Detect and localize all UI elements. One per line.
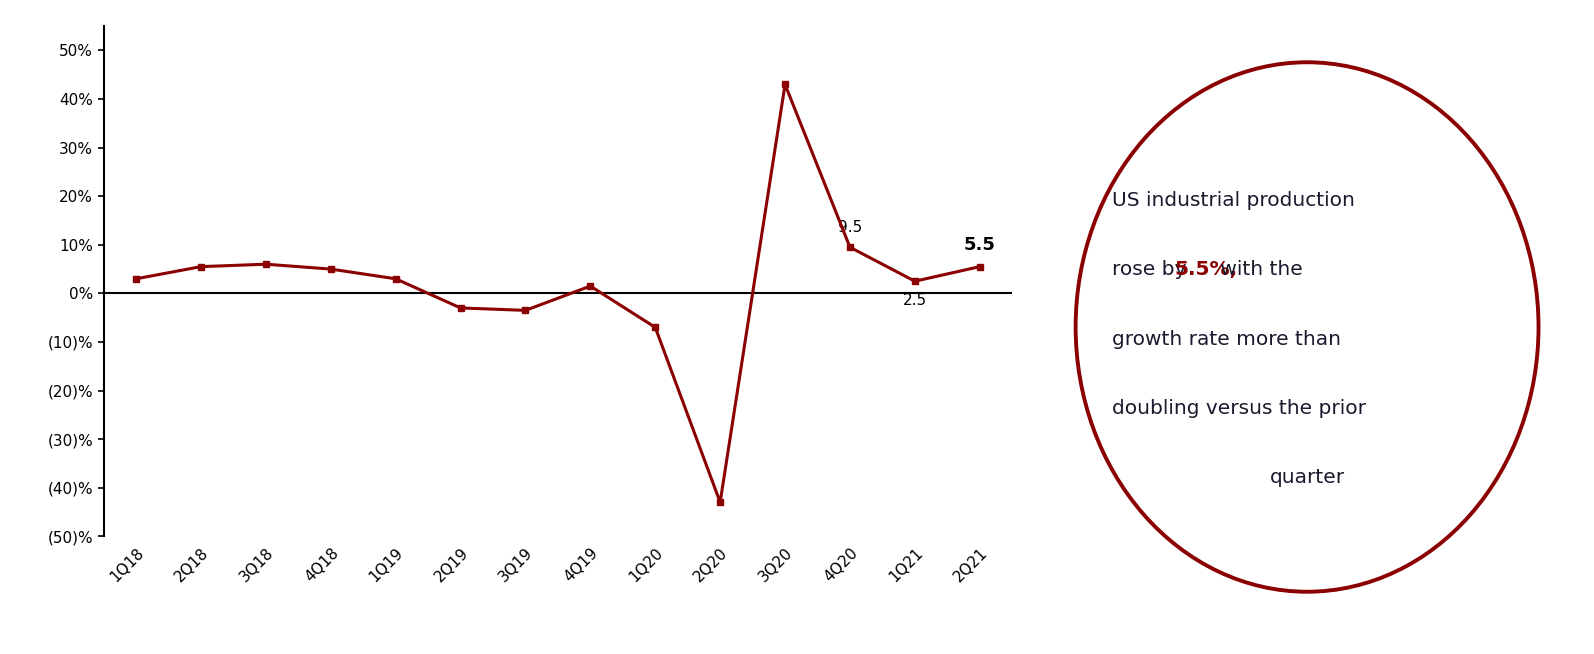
Text: 5.5: 5.5 [964, 237, 996, 254]
Text: 5.5%,: 5.5%, [1175, 260, 1239, 279]
Text: US industrial production: US industrial production [1113, 191, 1355, 210]
Text: 9.5: 9.5 [838, 220, 862, 235]
Text: doubling versus the prior: doubling versus the prior [1113, 399, 1366, 418]
Text: quarter: quarter [1269, 468, 1345, 487]
Text: rose by: rose by [1113, 260, 1194, 279]
Text: 2.5: 2.5 [902, 294, 926, 309]
Text: growth rate more than: growth rate more than [1113, 330, 1342, 349]
Text: with the: with the [1213, 260, 1302, 279]
